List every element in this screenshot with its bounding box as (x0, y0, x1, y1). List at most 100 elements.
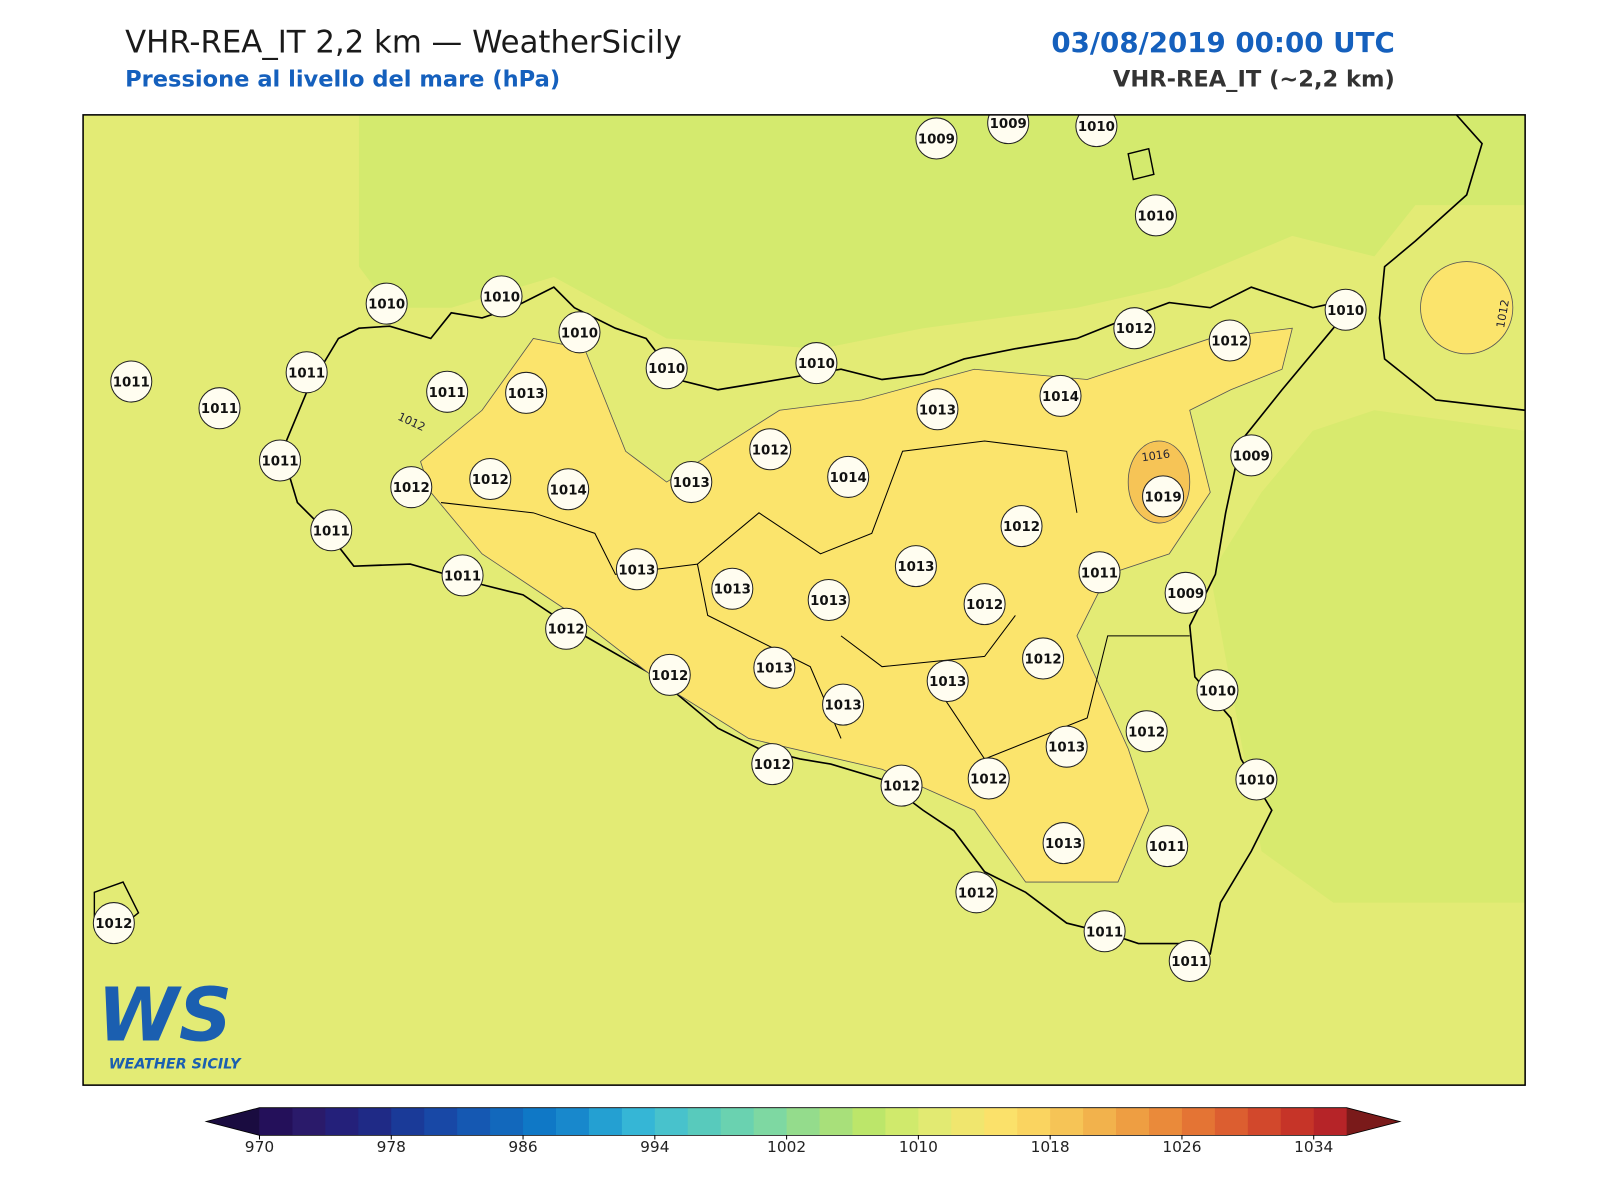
station-marker (1324, 288, 1367, 331)
colorbar-swatch (391, 1107, 425, 1136)
colorbar-swatch (1017, 1107, 1051, 1136)
station-marker (753, 646, 796, 689)
station-value: 1009 (990, 117, 1027, 132)
station-value: 1011 (444, 569, 481, 584)
station-marker (1078, 551, 1121, 594)
station-value: 1010 (561, 326, 598, 341)
station-value: 1010 (798, 357, 835, 372)
colorbar-tick-label: 1026 (1162, 1138, 1201, 1156)
logo: WS WEATHER SICILY (97, 973, 242, 1073)
colorbar-tick-label: 1002 (767, 1138, 806, 1156)
colorbar-tick-label: 970 (245, 1138, 274, 1156)
station-marker (310, 509, 353, 552)
station-marker (670, 461, 713, 504)
station-value: 1013 (929, 675, 966, 690)
station-value: 1013 (810, 594, 847, 609)
colorbar-swatch (786, 1107, 821, 1136)
colorbar-tick-label: 994 (640, 1138, 669, 1156)
colorbar-swatch (753, 1107, 788, 1136)
station-value: 1012 (1003, 520, 1040, 535)
colorbar: 970 978 986 994 1002 1010 1018 1026 1034 (204, 1107, 1402, 1156)
title: VHR-REA_IT 2,2 km — WeatherSicily (125, 25, 682, 61)
colorbar-swatch (885, 1107, 919, 1136)
station-value: 1013 (618, 563, 655, 578)
station-marker (894, 545, 937, 588)
colorbar-swatch (819, 1107, 854, 1136)
station-value: 1012 (958, 886, 995, 901)
station-value: 1011 (313, 524, 350, 539)
station-value: 1010 (648, 362, 685, 377)
station-marker (198, 387, 241, 430)
colorbar-swatch (1148, 1107, 1183, 1136)
colorbar-tick-label: 978 (377, 1138, 406, 1156)
station-value: 1009 (918, 132, 955, 147)
station-marker (1146, 825, 1189, 868)
colorbar-swatch (951, 1107, 985, 1136)
colorbar-swatch (1083, 1107, 1117, 1136)
station-value: 1012 (1025, 652, 1062, 667)
colorbar-swatch (259, 1107, 293, 1136)
colorbar-swatch (687, 1107, 722, 1136)
colorbar-swatch (325, 1107, 359, 1136)
station-marker (648, 653, 691, 696)
station-value: 1011 (113, 376, 150, 391)
station-marker (1083, 910, 1126, 953)
station-marker (480, 275, 523, 318)
station-marker (1168, 940, 1211, 983)
colorbar-swatch (720, 1107, 755, 1136)
station-value: 1014 (550, 483, 587, 498)
colorbar-swatch (852, 1107, 886, 1136)
station-marker (390, 466, 433, 509)
station-value: 1010 (483, 290, 520, 305)
colorbar-tick-label: 986 (508, 1138, 537, 1156)
station-marker (110, 360, 153, 403)
station-value: 1009 (1167, 587, 1204, 602)
station-value: 1012 (970, 772, 1007, 787)
colorbar-swatch (457, 1107, 491, 1136)
sea-low (1210, 410, 1526, 903)
station-marker (1164, 571, 1207, 614)
station-value: 1011 (1171, 955, 1208, 970)
stations: 1009 1009 1010 1010 1010 1010 1010 1010 1010 1010… (92, 114, 1367, 983)
station-marker (1125, 710, 1168, 753)
map-frame (82, 114, 1526, 1086)
station-value: 1012 (754, 758, 791, 773)
colorbar-tick-label: 1034 (1294, 1138, 1333, 1156)
station-marker (711, 567, 754, 610)
station-marker (1075, 114, 1118, 148)
station-value: 1013 (673, 476, 710, 491)
sea-low (358, 114, 1526, 349)
station-value: 1011 (261, 455, 298, 470)
station-value: 1011 (288, 366, 325, 381)
station-value: 1014 (1042, 390, 1079, 405)
colorbar-outline (204, 1107, 1402, 1136)
coastline (1127, 147, 1155, 181)
station-marker (751, 743, 794, 786)
station-marker (441, 554, 484, 597)
station-value: 1019 (1145, 490, 1182, 505)
station-value: 1013 (1048, 741, 1085, 756)
station-value: 1012 (1128, 725, 1165, 740)
station-value: 1012 (472, 473, 509, 488)
colorbar-swatch (358, 1107, 392, 1136)
station-value: 1011 (1081, 566, 1118, 581)
colorbar-swatch (918, 1107, 952, 1136)
logo-mark: WS (97, 973, 232, 1059)
station-marker (1142, 475, 1185, 518)
colorbar-swatch (1116, 1107, 1150, 1136)
pressure-area (1420, 261, 1514, 355)
station-marker (749, 428, 792, 471)
colorbar-swatch (424, 1107, 458, 1136)
station-value: 1013 (714, 583, 751, 598)
colorbar-swatch (1280, 1107, 1315, 1136)
station-value: 1014 (830, 471, 867, 486)
station-marker (1045, 725, 1088, 768)
colorbar-swatch (621, 1107, 656, 1136)
station-marker (426, 370, 469, 413)
station-value: 1010 (1327, 304, 1364, 319)
station-marker (807, 578, 850, 622)
datetime: 03/08/2019 00:00 UTC (1051, 26, 1394, 59)
station-value: 1010 (1078, 120, 1115, 135)
